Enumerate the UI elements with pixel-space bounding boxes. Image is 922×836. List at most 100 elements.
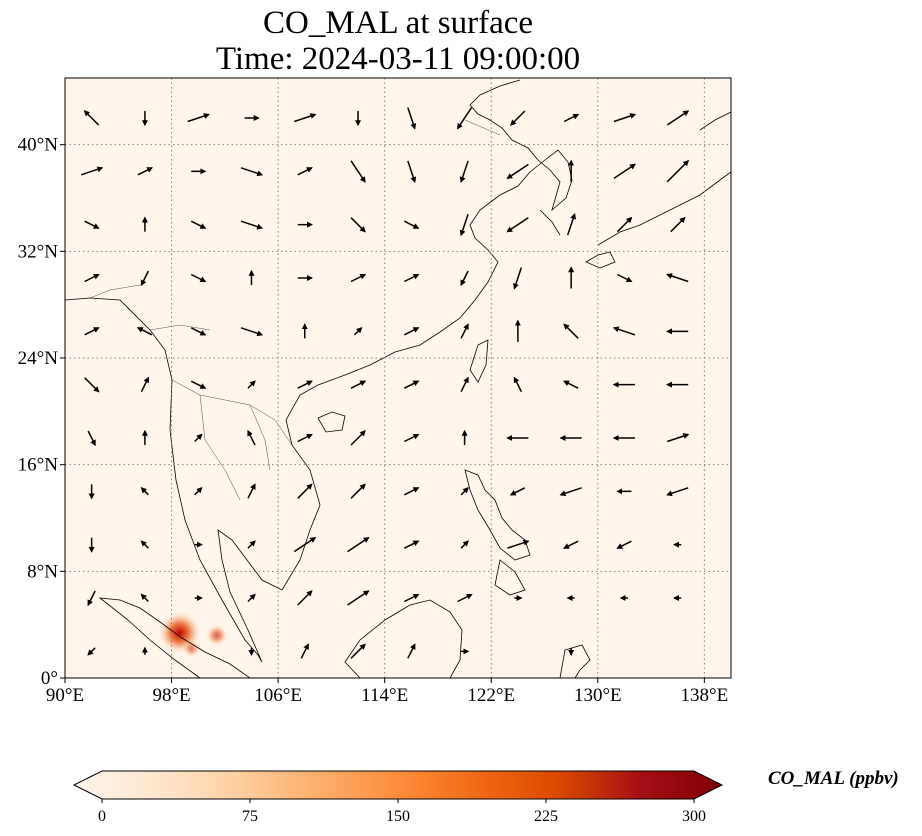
wind-arrow — [350, 643, 366, 659]
wind-arrow — [350, 160, 366, 183]
wind-arrow — [140, 540, 149, 549]
lat-tick-label: 8°N — [27, 561, 58, 582]
wind-arrow — [297, 483, 313, 499]
wind-arrow — [194, 433, 203, 443]
wind-arrow — [87, 647, 96, 656]
wind-arrow — [457, 593, 473, 603]
wind-arrow — [297, 167, 313, 176]
co-hotspot — [183, 640, 200, 658]
wind-arrow — [87, 430, 96, 447]
colorbar-gradient — [72, 770, 724, 800]
wind-arrow — [403, 540, 420, 549]
wind-arrow — [456, 107, 473, 130]
wind-arrow — [566, 213, 576, 236]
wind-arrow — [460, 323, 469, 339]
wind-arrow — [187, 113, 210, 123]
wind-arrow — [350, 380, 367, 389]
lat-tick-label: 24°N — [18, 348, 59, 369]
wind-arrow — [666, 110, 690, 126]
wind-arrow — [240, 327, 264, 337]
wind-arrow — [300, 643, 309, 659]
wind-arrow — [403, 487, 420, 496]
wind-arrow — [347, 537, 370, 553]
wind-arrow — [297, 380, 313, 389]
wind-arrow — [403, 220, 420, 229]
borders — [89, 119, 501, 501]
wind-arrow — [403, 327, 420, 336]
wind-arrow — [294, 113, 317, 123]
colorbar-tick-label: 75 — [242, 808, 258, 825]
wind-arrow — [403, 593, 420, 603]
wind-arrow — [617, 273, 633, 283]
wind-arrow — [140, 270, 150, 287]
wind-arrow — [563, 380, 579, 389]
wind-arrow — [506, 217, 529, 233]
wind-arrow — [190, 273, 207, 283]
wind-arrow — [350, 483, 366, 499]
wind-arrow — [460, 540, 469, 549]
lon-tick-label: 138°E — [681, 685, 729, 706]
colorbar-tick-label: 300 — [682, 808, 706, 825]
wind-arrow — [616, 540, 632, 549]
wind-arrow — [510, 110, 526, 126]
wind-arrow — [460, 486, 469, 496]
wind-arrow — [513, 376, 523, 393]
wind-arrow — [190, 380, 207, 389]
wind-arrow — [612, 326, 636, 336]
latitude-ticks: 0° 8°N 16°N 24°N 32°N 40°N — [18, 135, 65, 689]
wind-arrow — [403, 380, 420, 389]
gridlines — [65, 78, 731, 678]
wind-vectors — [80, 107, 690, 659]
wind-arrow — [666, 159, 690, 183]
wind-arrow — [403, 273, 420, 283]
map-subtitle-time: Time: 2024-03-11 09:00:00 — [215, 41, 581, 77]
wind-arrow — [136, 327, 153, 336]
lon-tick-label: 114°E — [361, 685, 408, 706]
wind-arrow — [509, 487, 526, 496]
wind-arrow — [403, 433, 420, 443]
wind-arrow — [506, 163, 529, 179]
wind-arrow — [84, 377, 100, 393]
wind-arrow — [140, 593, 149, 603]
colorbar-tick-label: 150 — [386, 808, 410, 825]
wind-arrow — [670, 216, 686, 233]
wind-arrow — [460, 376, 469, 393]
wind-arrow — [240, 220, 264, 230]
wind-arrow — [666, 433, 690, 443]
coastlines — [65, 79, 731, 678]
wind-arrow — [87, 590, 96, 607]
wind-arrow — [347, 590, 370, 606]
lon-tick-label: 98°E — [152, 685, 190, 706]
lat-tick-label: 0° — [41, 668, 58, 689]
wind-arrow — [247, 380, 256, 389]
lon-tick-label: 130°E — [574, 685, 622, 706]
wind-arrow — [194, 486, 203, 496]
lon-tick-label: 122°E — [467, 685, 515, 706]
wind-arrow — [563, 323, 579, 339]
wind-arrow — [190, 220, 207, 229]
wind-arrow — [84, 327, 100, 336]
wind-arrow — [613, 113, 637, 123]
wind-arrow — [84, 273, 100, 283]
map-background — [65, 78, 731, 678]
wind-arrow — [563, 113, 580, 123]
lat-tick-label: 40°N — [18, 135, 59, 156]
wind-arrow — [559, 487, 582, 497]
colorbar: 0 75 150 225 300 — [72, 770, 724, 825]
wind-arrow — [297, 590, 313, 606]
co-hotspot — [206, 624, 228, 646]
wind-arrow — [247, 593, 256, 603]
lon-tick-label: 90°E — [46, 685, 84, 706]
wind-arrow — [513, 267, 523, 290]
wind-arrow — [350, 430, 366, 446]
wind-arrow — [666, 273, 689, 283]
map-title: CO_MAL at surface — [262, 5, 534, 41]
map-frame — [64, 77, 732, 679]
wind-arrow — [460, 270, 469, 287]
wind-arrow — [83, 110, 100, 126]
wind-arrow — [613, 163, 636, 179]
wind-arrow — [140, 376, 150, 393]
wind-arrow — [666, 487, 689, 497]
wind-arrow — [247, 540, 256, 549]
